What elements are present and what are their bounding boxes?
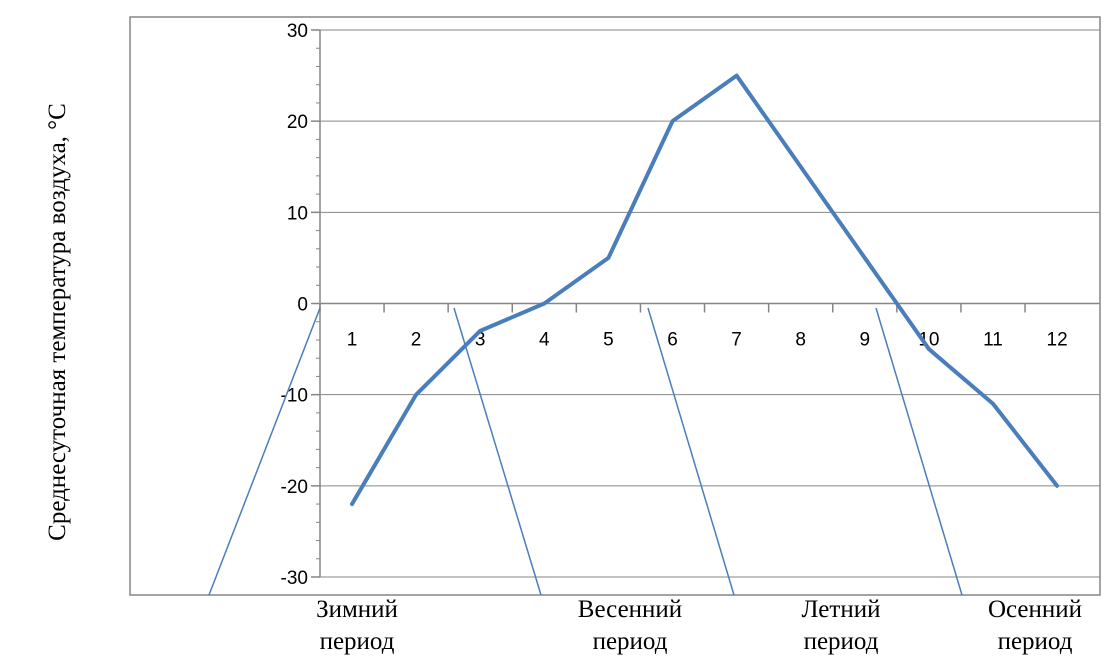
period-label-summer-line1: Летний [801,596,881,623]
period-label-autumn-line2: период [997,628,1073,655]
y-tick-label: 20 [287,112,308,133]
plot-area-border [129,16,1101,596]
x-tick-label: 9 [860,330,871,351]
grid-lines [320,29,1100,578]
x-tick-label: 4 [539,330,550,351]
period-label-summer-line2: период [803,628,879,655]
period-label-spring-line2: период [592,628,668,655]
period-divider-line [453,307,542,596]
period-label-winter: Зимний период [257,594,457,658]
series-line [350,73,1060,507]
y-tick-label: 30 [287,21,308,42]
x-tick-label: 2 [411,330,422,351]
x-tick-label: 3 [475,330,486,351]
period-label-autumn: Осенний период [956,594,1114,658]
period-divider-line [875,307,963,596]
y-tick-label: 0 [297,295,308,316]
x-tick-label: 11 [983,330,1003,351]
period-label-winter-line1: Зимний [316,596,398,623]
period-dividers [208,307,963,596]
x-tick-label: 5 [603,330,614,351]
y-tick-label: -20 [281,477,308,498]
x-tick-label: 1 [347,330,358,351]
period-label-spring-line1: Весенний [577,596,683,623]
x-tick-label: 10 [918,330,939,351]
y-tick-label: 10 [287,203,308,224]
y-axis-ticks: 30 20 10 0 -10 -20 -30 [281,21,320,589]
x-tick-label: 6 [667,330,678,351]
period-divider-line [208,307,321,596]
x-axis-ticks: 1 2 3 4 5 6 7 8 9 10 11 12 [319,303,1068,351]
period-divider-line [647,307,735,596]
x-tick-label: 8 [795,330,806,351]
y-tick-label: -30 [281,568,308,589]
period-label-winter-line2: период [319,628,395,655]
y-tick-label: -10 [281,386,308,407]
period-label-summer: Летний период [741,594,941,658]
x-tick-label: 7 [731,330,742,351]
x-tick-label: 12 [1047,330,1068,351]
period-label-autumn-line1: Осенний [987,596,1083,623]
period-label-spring: Весенний период [530,594,730,658]
